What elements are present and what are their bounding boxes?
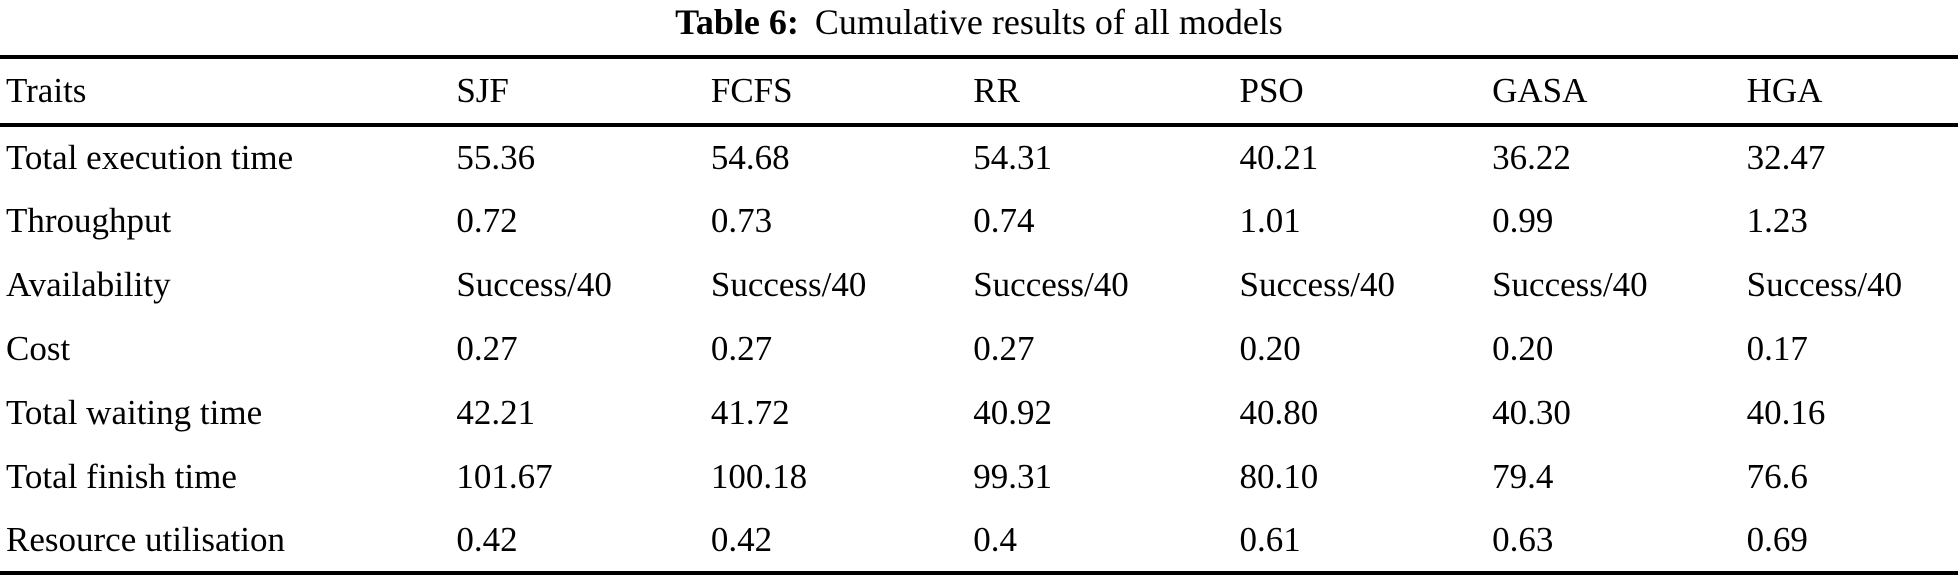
value-cell: 40.80 — [1239, 393, 1319, 433]
value-cell: 55.36 — [456, 138, 536, 178]
value-cell: 54.31 — [973, 138, 1052, 178]
value-cell: Success/40 — [1746, 265, 1903, 305]
table-caption-label: Table 6: — [675, 2, 799, 42]
table-row: Resource utilisation 0.42 0.42 0.4 0.61 0.63 0… — [0, 509, 1958, 573]
table-row: Availability Success/40 Success/40 Success/… — [0, 253, 1958, 317]
value-cell: 54.68 — [710, 138, 790, 178]
results-table-header: Traits SJF FCFS RR PSO GASA HGA — [0, 57, 1958, 128]
trait-cell: Total waiting time — [6, 393, 263, 433]
value-cell: Success/40 — [1239, 265, 1396, 305]
value-cell: 0.69 — [1746, 520, 1808, 560]
trait-cell: Cost — [6, 329, 71, 369]
value-cell: 0.42 — [456, 520, 518, 560]
value-cell: 40.92 — [973, 393, 1052, 433]
table-row: Cost 0.27 0.27 0.27 0.20 0.20 0.17 — [0, 317, 1958, 381]
value-cell: Success/40 — [973, 265, 1129, 305]
value-cell: 0.27 — [456, 329, 518, 369]
value-cell: 40.30 — [1492, 393, 1571, 433]
value-cell: 40.21 — [1239, 138, 1319, 178]
value-cell: 76.6 — [1746, 457, 1808, 497]
value-cell: 0.42 — [710, 520, 773, 560]
value-cell: 0.61 — [1239, 520, 1301, 560]
value-cell: 0.4 — [973, 520, 1017, 560]
value-cell: 79.4 — [1492, 457, 1554, 497]
column-header-pso: PSO — [1233, 57, 1487, 128]
trait-cell: Total finish time — [6, 457, 237, 497]
table-caption-text: Cumulative results of all models — [814, 2, 1283, 42]
trait-cell: Resource utilisation — [6, 520, 285, 560]
value-cell: 0.17 — [1746, 329, 1808, 369]
value-cell: Success/40 — [710, 265, 867, 305]
value-cell: 0.27 — [710, 329, 773, 369]
value-cell: 0.20 — [1239, 329, 1301, 369]
value-cell: 32.47 — [1746, 138, 1826, 178]
value-cell: 100.18 — [710, 457, 808, 497]
table-row: Throughput 0.72 0.73 0.74 1.01 0.99 1.23 — [0, 189, 1958, 253]
value-cell: Success/40 — [456, 265, 612, 305]
trait-cell: Throughput — [6, 201, 172, 241]
column-header-fcfs: FCFS — [704, 57, 968, 128]
value-cell: Success/40 — [1492, 265, 1648, 305]
column-header-hga: HGA — [1740, 57, 1958, 128]
trait-cell: Availability — [6, 265, 171, 305]
value-cell: 0.72 — [456, 201, 518, 241]
value-cell: 1.23 — [1746, 201, 1808, 241]
column-header-sjf: SJF — [450, 57, 705, 128]
table-row: Total finish time 101.67 100.18 99.31 80.10 7… — [0, 445, 1958, 509]
column-header-traits: Traits — [0, 57, 451, 128]
value-cell: 1.01 — [1239, 201, 1301, 241]
value-cell: 36.22 — [1492, 138, 1571, 178]
column-header-rr: RR — [967, 57, 1234, 128]
value-cell: 0.63 — [1492, 520, 1554, 560]
value-cell: 40.16 — [1746, 393, 1826, 433]
table-row: Total waiting time 42.21 41.72 40.92 40.80 40… — [0, 381, 1958, 445]
value-cell: 0.20 — [1492, 329, 1554, 369]
value-cell: 41.72 — [710, 393, 790, 433]
value-cell: 0.73 — [710, 201, 773, 241]
table-row: Total execution time 55.36 54.68 54.31 40.21… — [0, 125, 1958, 189]
results-table: Traits SJF FCFS RR PSO GASA HGA Total executio… — [0, 55, 1958, 576]
header-row: Traits SJF FCFS RR PSO GASA HGA — [0, 57, 1958, 128]
value-cell: 80.10 — [1239, 457, 1319, 497]
value-cell: 101.67 — [456, 457, 553, 497]
trait-cell: Total execution time — [6, 138, 294, 178]
value-cell: 0.74 — [973, 201, 1035, 241]
value-cell: 0.27 — [973, 329, 1035, 369]
value-cell: 99.31 — [973, 457, 1052, 497]
value-cell: 42.21 — [456, 393, 536, 433]
table-caption: Table 6: Cumulative results of all models — [0, 2, 1958, 43]
value-cell: 0.99 — [1492, 201, 1554, 241]
column-header-gasa: GASA — [1486, 57, 1741, 128]
results-table-body: Total execution time 55.36 54.68 54.31 40.21… — [0, 125, 1958, 573]
